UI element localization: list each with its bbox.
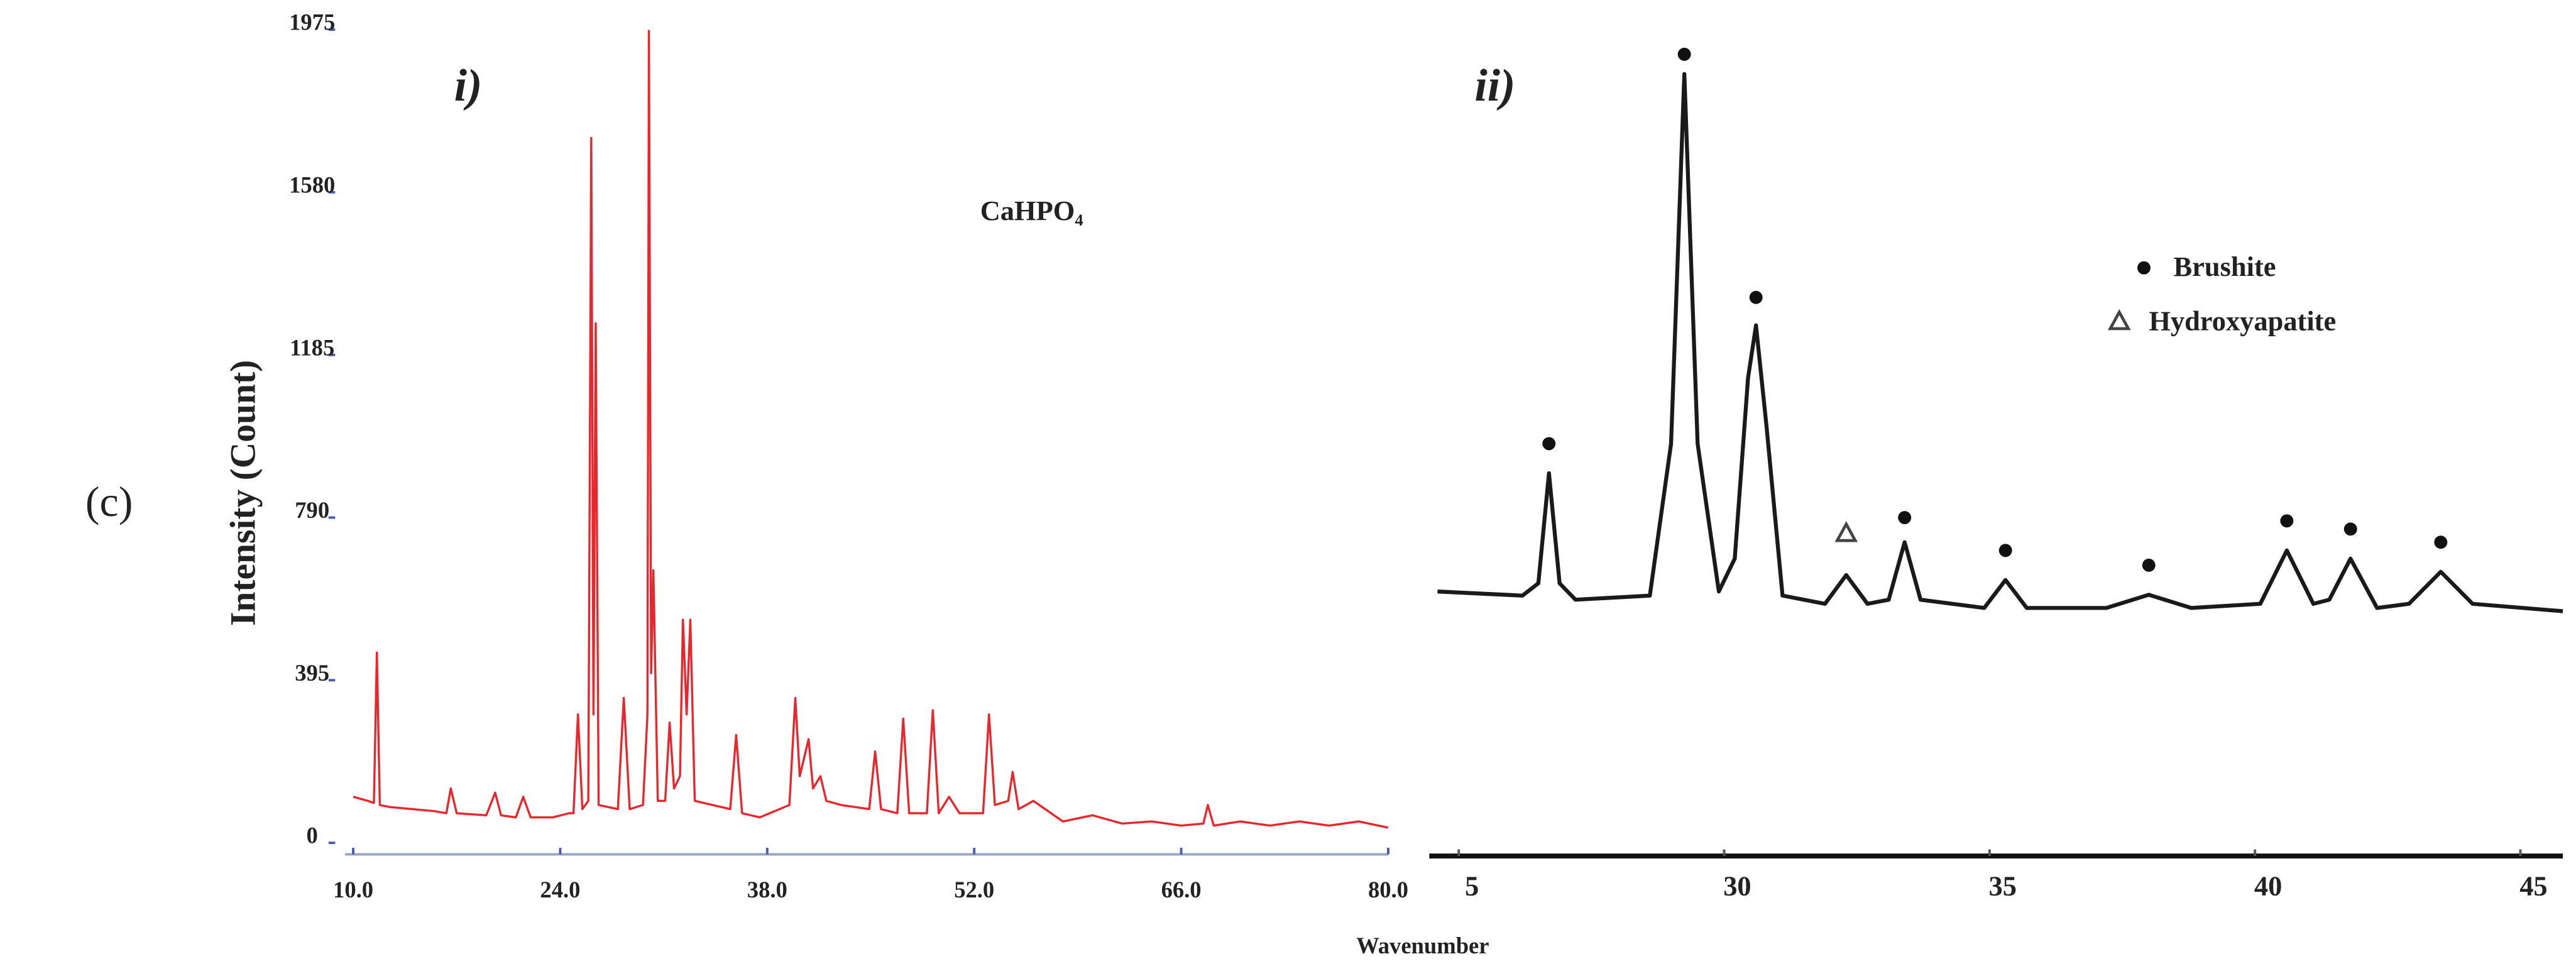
legend-label: Brushite	[2174, 251, 2276, 282]
x-tick-label: 5	[1465, 870, 1479, 902]
x-tick-label: 52.0	[954, 877, 994, 902]
peak-marker	[1677, 47, 1691, 61]
x-tick-label: 45	[2519, 870, 2547, 902]
y-tick-label: 395	[295, 660, 329, 686]
y-tick-label: 1975	[289, 9, 335, 35]
x-tick-label: 66.0	[1161, 877, 1202, 902]
y-tick-label: 0	[307, 823, 318, 848]
x-tick-label: 10.0	[333, 877, 373, 902]
x-tick-label: 40	[2254, 870, 2282, 902]
peak-marker	[2142, 558, 2156, 572]
peak-marker	[1898, 511, 1912, 525]
legend-symbol	[2137, 261, 2151, 275]
x-tick-label: 24.0	[540, 877, 580, 902]
panel-title: ii)	[1474, 60, 1515, 111]
panel-title: i)	[454, 60, 483, 111]
peak-marker	[2343, 522, 2357, 536]
y-tick-label: 1185	[290, 334, 334, 360]
x-axis-label: Wavenumber	[1356, 933, 1489, 958]
annotation: CaHPO₄	[980, 195, 1083, 226]
x-tick-label: 35	[1989, 870, 2017, 902]
peak-marker	[1998, 544, 2012, 557]
spectrum-line	[353, 30, 1389, 829]
peak-marker	[1749, 290, 1763, 304]
x-tick-label: 80.0	[1368, 877, 1408, 902]
peak-marker	[2280, 514, 2294, 528]
legend-symbol	[2107, 309, 2131, 331]
y-tick-label: 790	[295, 497, 329, 523]
figure-label: (c)	[85, 478, 133, 525]
x-tick-label: 38.0	[747, 877, 787, 902]
spectrum-line	[1437, 72, 2563, 613]
legend-label: Hydroxyapatite	[2149, 305, 2336, 336]
x-tick-label: 30	[1723, 870, 1751, 902]
peak-marker	[1834, 521, 1858, 542]
y-tick-label: 1580	[289, 172, 335, 197]
y-axis-label: Intensity (Count)	[223, 360, 263, 626]
peak-marker	[2434, 535, 2448, 549]
peak-marker	[1542, 437, 1556, 451]
